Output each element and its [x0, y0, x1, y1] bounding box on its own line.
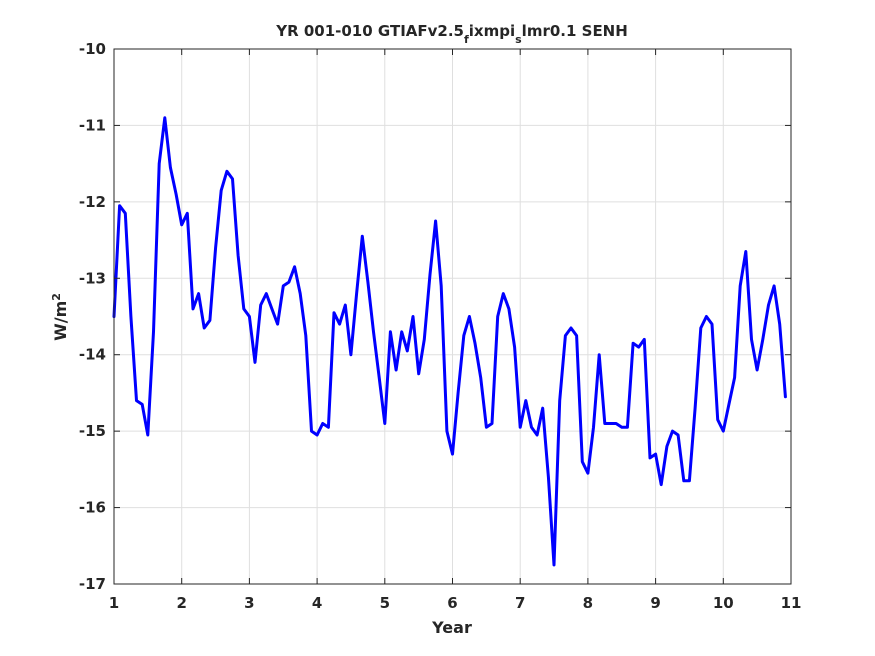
tick-marks	[113, 48, 792, 585]
y-tick-label: -14	[79, 346, 106, 364]
x-tick-label: 2	[176, 594, 186, 612]
x-tick-label: 4	[312, 594, 322, 612]
y-tick-label: -17	[79, 575, 106, 593]
x-tick-label: 11	[781, 594, 802, 612]
x-tick-label: 5	[380, 594, 390, 612]
series-line	[112, 116, 787, 567]
y-axis-label: W/m2	[50, 293, 71, 341]
y-tick-label: -10	[79, 40, 106, 58]
chart-title: YR 001-010 GTIAFv2.5fixmpislmr0.1 SENH	[275, 22, 628, 46]
x-tick-label: 10	[713, 594, 734, 612]
y-tick-label: -16	[79, 499, 106, 517]
x-tick-label: 3	[244, 594, 254, 612]
y-tick-labels: -17 -16 -15 -14 -13 -12 -11 -10	[79, 40, 106, 593]
series-group	[112, 116, 787, 567]
y-tick-label: -11	[79, 116, 106, 134]
y-tick-label: -15	[79, 422, 106, 440]
x-axis-label: Year	[431, 618, 472, 637]
y-tick-label: -13	[79, 269, 106, 287]
x-tick-label: 1	[109, 594, 119, 612]
x-tick-label: 7	[515, 594, 525, 612]
y-tick-label: -12	[79, 193, 106, 211]
x-tick-label: 8	[583, 594, 593, 612]
x-tick-label: 6	[447, 594, 457, 612]
x-tick-labels: 1 2 3 4 5 6 7 8 9 10 11	[109, 594, 802, 612]
x-tick-label: 9	[650, 594, 660, 612]
